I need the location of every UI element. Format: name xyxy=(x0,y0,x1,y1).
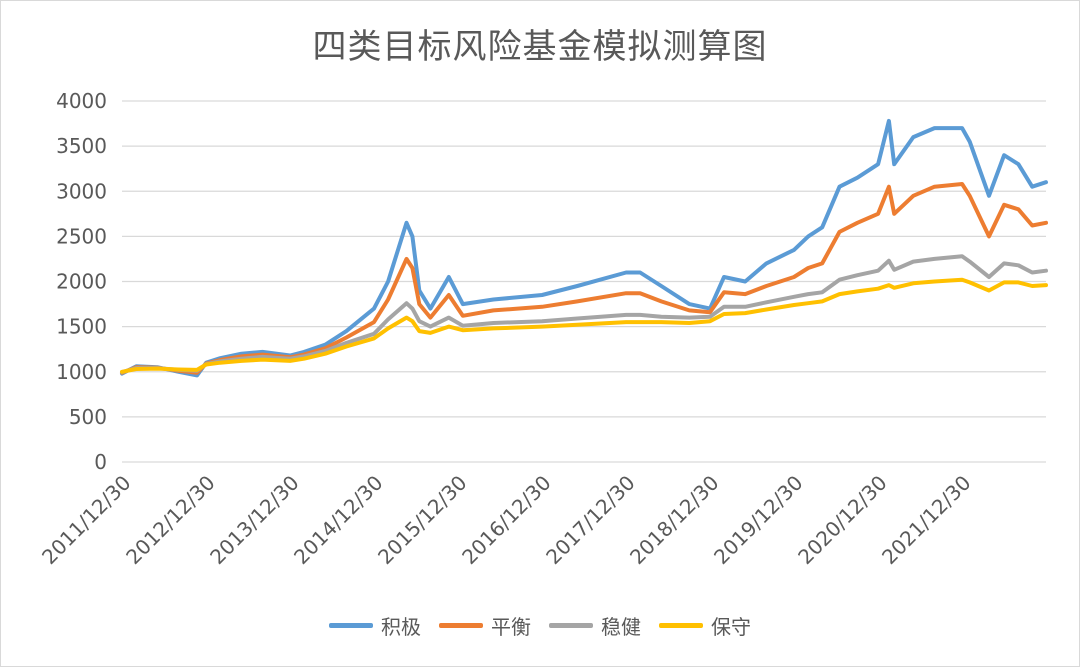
y-tick-label: 2500 xyxy=(56,224,107,248)
x-tick-label: 2012/12/30 xyxy=(121,471,219,569)
legend-label: 平衡 xyxy=(491,615,531,639)
chart-title: 四类目标风险基金模拟测算图 xyxy=(312,27,768,67)
x-tick-label: 2015/12/30 xyxy=(373,471,471,569)
y-tick-label: 500 xyxy=(69,405,107,429)
y-tick-label: 0 xyxy=(94,450,107,474)
series-line xyxy=(120,118,1048,378)
legend-label: 积极 xyxy=(381,615,421,639)
y-tick-label: 1000 xyxy=(56,360,107,384)
y-tick-label: 3500 xyxy=(56,134,107,158)
x-tick-label: 2020/12/30 xyxy=(793,471,891,569)
x-axis-ticks: 2011/12/302012/12/302013/12/302014/12/30… xyxy=(37,471,976,569)
x-tick-label: 2011/12/30 xyxy=(37,471,135,569)
x-tick-label: 2018/12/30 xyxy=(625,471,723,569)
x-tick-label: 2013/12/30 xyxy=(205,471,303,569)
series-line xyxy=(120,254,1048,375)
legend-item: 保守 xyxy=(659,611,751,640)
y-tick-label: 4000 xyxy=(56,89,107,113)
y-tick-label: 3000 xyxy=(56,179,107,203)
legend-item: 积极 xyxy=(329,611,421,640)
legend-item: 稳健 xyxy=(549,611,641,640)
gridlines xyxy=(122,100,1046,463)
legend-swatch xyxy=(549,623,593,628)
series-line xyxy=(120,277,1048,374)
legend-swatch xyxy=(439,623,483,628)
x-tick-label: 2014/12/30 xyxy=(289,471,387,569)
y-axis-ticks: 4000 3500 3000 2500 2000 1500 1000 500 0 xyxy=(56,89,107,474)
legend-swatch xyxy=(329,623,373,628)
series-lines xyxy=(120,118,1048,378)
legend-item: 平衡 xyxy=(439,611,531,640)
legend-swatch xyxy=(659,623,703,628)
x-tick-label: 2016/12/30 xyxy=(457,471,555,569)
legend: 积极 平衡 稳健 保守 xyxy=(1,611,1079,640)
x-tick-label: 2017/12/30 xyxy=(541,471,639,569)
y-tick-label: 2000 xyxy=(56,270,107,294)
x-tick-label: 2021/12/30 xyxy=(877,471,975,569)
series-line xyxy=(120,182,1048,375)
x-tick-label: 2019/12/30 xyxy=(709,471,807,569)
y-tick-label: 1500 xyxy=(56,315,107,339)
legend-label: 保守 xyxy=(711,615,751,639)
legend-label: 稳健 xyxy=(601,615,641,639)
